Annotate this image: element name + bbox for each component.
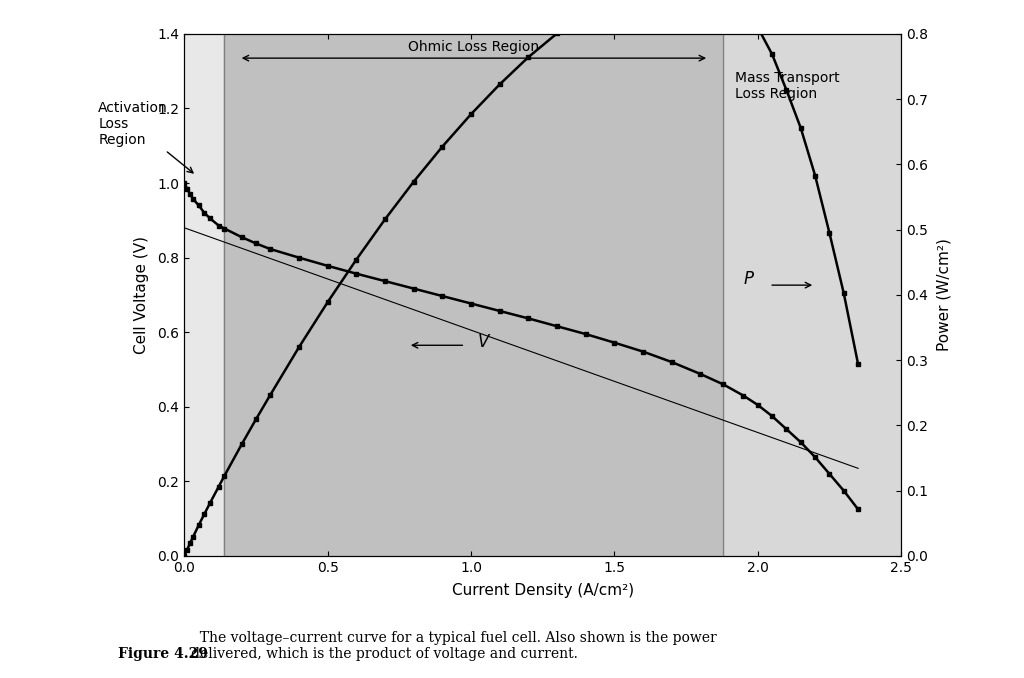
Text: Mass Transport
Loss Region: Mass Transport Loss Region <box>735 71 840 102</box>
Text: Ohmic Loss Region: Ohmic Loss Region <box>409 41 540 54</box>
Text: $V$: $V$ <box>477 332 492 351</box>
Text: Figure 4.29: Figure 4.29 <box>118 647 208 661</box>
Y-axis label: Power (W/cm²): Power (W/cm²) <box>936 239 951 351</box>
Text: Activation
Loss
Region: Activation Loss Region <box>98 101 193 173</box>
X-axis label: Current Density (A/cm²): Current Density (A/cm²) <box>452 583 634 598</box>
Bar <box>723 34 901 556</box>
Text: $P$: $P$ <box>742 270 755 287</box>
Y-axis label: Cell Voltage (V): Cell Voltage (V) <box>134 236 150 354</box>
Bar <box>184 34 224 556</box>
Text: The voltage–current curve for a typical fuel cell. Also shown is the power
deliv: The voltage–current curve for a typical … <box>191 631 717 661</box>
Bar <box>224 34 723 556</box>
